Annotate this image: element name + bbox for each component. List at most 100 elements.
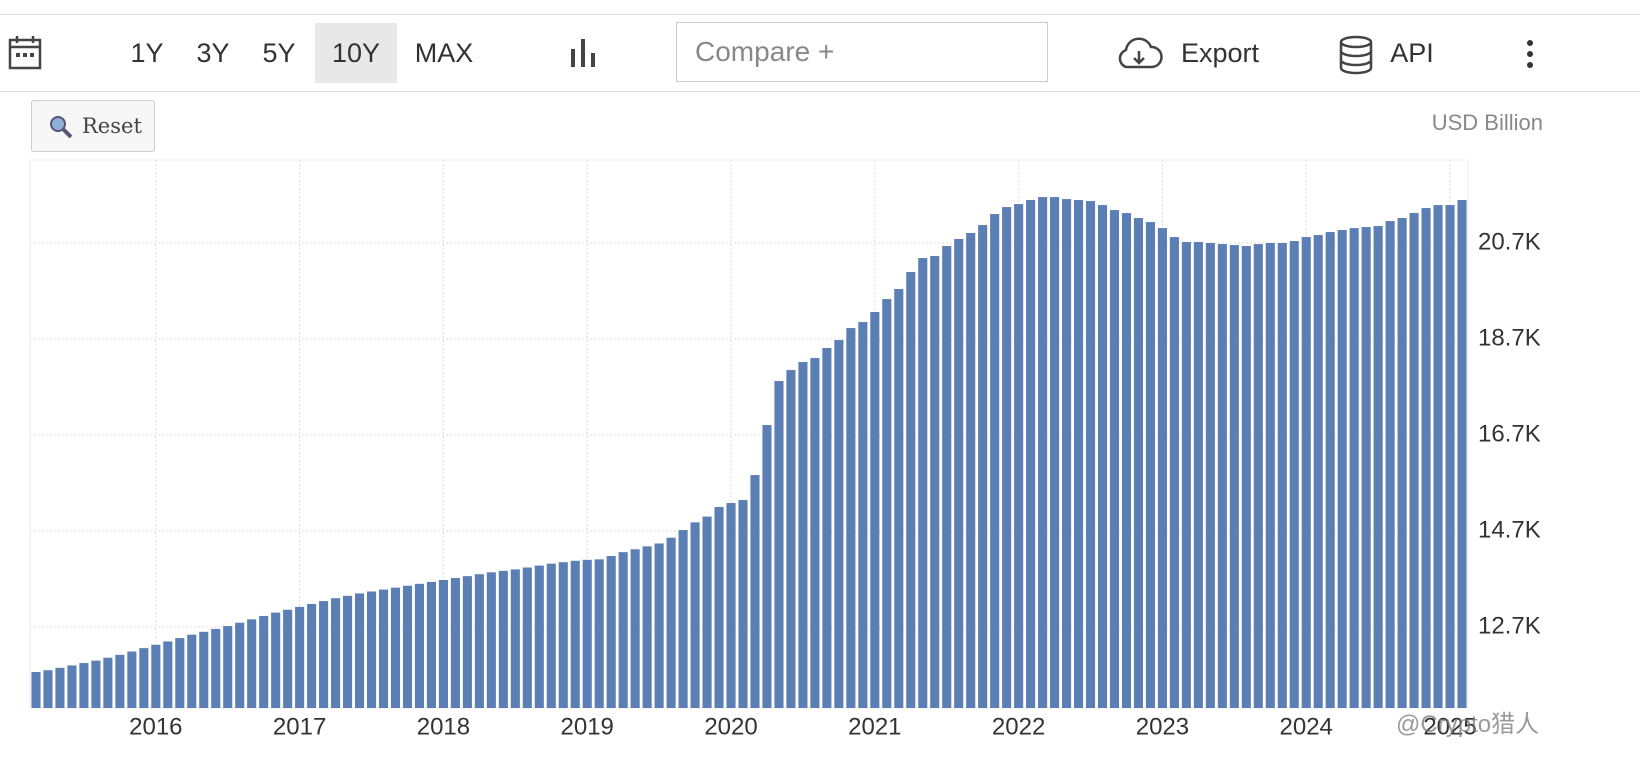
bar [1289,241,1299,708]
bar [127,651,137,708]
bar [1073,200,1084,708]
bar [1145,222,1155,708]
bar [798,362,808,708]
bar [642,546,652,708]
bar [630,549,640,708]
bar [414,583,425,708]
bar [1433,205,1443,708]
bar [223,626,233,708]
bar [354,593,365,708]
bar [1038,197,1048,708]
bar [966,233,976,708]
bar [1205,242,1215,709]
reset-label: Reset [82,114,142,138]
unit-label: USD Billion [1431,110,1543,135]
y-tick-label: 16.7K [1478,420,1541,447]
bar [654,543,664,708]
bar [163,641,173,708]
x-tick-label: 2019 [561,713,614,740]
bar [570,560,580,708]
bar [67,665,77,708]
bar [283,609,293,708]
bar [1337,230,1347,709]
bar [1002,207,1012,709]
bar [978,225,988,708]
bar [1385,221,1395,708]
bar [1050,197,1060,708]
bar [606,555,616,708]
range-button[interactable]: 5Y [262,38,296,68]
x-tick-label: 2024 [1280,713,1333,740]
bar [366,591,377,708]
bar [486,572,496,708]
bar [1265,242,1275,709]
bar [846,328,856,708]
compare-input[interactable]: Compare + [676,22,1048,82]
api-icon[interactable] [1338,35,1374,75]
bar [894,289,904,708]
bar [1301,237,1311,708]
bar [498,570,508,708]
x-tick-label: 2016 [129,713,182,740]
bar [1109,210,1120,708]
bar [151,644,161,708]
chart-type-icon[interactable] [568,37,598,69]
y-tick-label: 18.7K [1478,324,1541,351]
bar [115,654,125,708]
bar [762,425,772,708]
bar [1325,232,1335,709]
bar [666,537,676,708]
range-button[interactable]: MAX [414,38,474,68]
bar [1253,244,1263,708]
bar [79,663,89,708]
bar [295,606,305,708]
export-button[interactable]: Export [1180,38,1260,68]
bar [450,578,460,708]
bar [390,587,401,708]
bar [307,603,317,708]
calendar-icon[interactable] [8,35,42,71]
bar [1277,242,1287,709]
bar [31,671,41,708]
bar [259,615,269,708]
bar [822,348,832,708]
zoom-icon [50,116,73,139]
y-tick-label: 12.7K [1478,612,1541,639]
range-button[interactable]: 3Y [196,38,230,68]
bar [690,522,700,708]
bar [942,246,952,708]
bar [1193,242,1203,708]
range-button[interactable]: 1Y [130,38,164,68]
bar [582,559,592,708]
bar [1085,201,1096,708]
bar [870,312,880,708]
bar [1445,205,1455,708]
bar [331,598,341,708]
bar [247,619,257,708]
bar [271,612,281,708]
bar [750,475,760,708]
bar [714,507,724,708]
bar [1026,200,1036,708]
export-icon[interactable] [1114,37,1164,73]
bar [918,258,928,708]
bar [1457,200,1467,708]
bar [187,634,197,708]
bar [738,500,748,708]
bar [726,503,736,708]
more-icon[interactable] [1520,39,1540,71]
bar [1373,226,1383,708]
range-button[interactable]: 10Y [315,23,397,83]
x-tick-label: 2025 [1423,713,1476,740]
bar [438,579,448,708]
api-button[interactable]: API [1390,38,1434,68]
bar [834,340,844,708]
reset-button[interactable]: Reset [31,100,155,152]
bar [462,576,472,708]
bar [678,530,688,708]
bar [906,272,916,708]
bar [930,256,940,708]
bar [1157,228,1167,708]
bar [474,574,484,708]
bar [1409,213,1419,708]
